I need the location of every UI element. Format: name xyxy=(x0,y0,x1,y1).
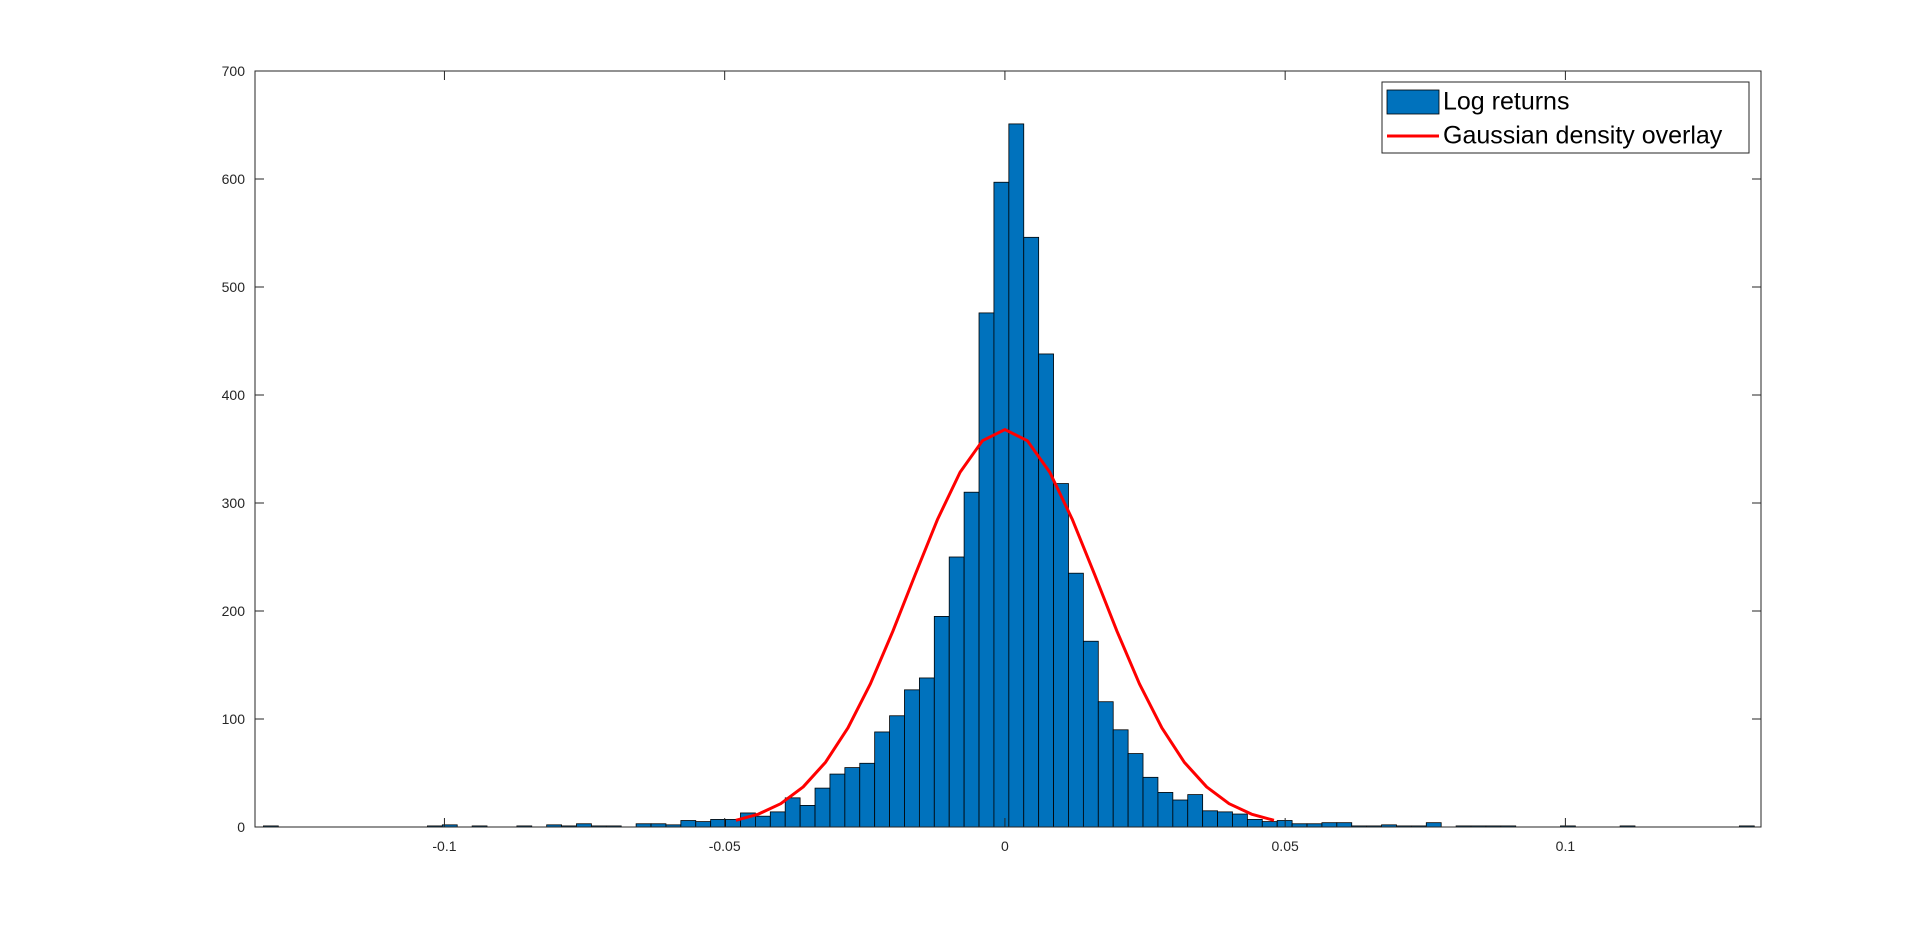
histogram-bar xyxy=(1336,822,1353,828)
y-tick-label: 0 xyxy=(237,819,245,835)
histogram-bar xyxy=(1097,701,1114,828)
histogram-bar xyxy=(1217,811,1233,828)
histogram-bar xyxy=(1187,794,1204,828)
y-tick-label: 500 xyxy=(222,279,246,295)
y-tick-label: 100 xyxy=(222,711,246,727)
histogram-bar xyxy=(844,767,861,828)
legend-label: Gaussian density overlay xyxy=(1443,122,1723,150)
axes-box xyxy=(254,70,1762,828)
y-tick-label: 600 xyxy=(222,171,246,187)
histogram-bar xyxy=(859,762,876,828)
histogram-bar xyxy=(1172,799,1189,828)
histogram-bar xyxy=(799,805,816,828)
histogram-bar xyxy=(1425,822,1442,828)
histogram-bar xyxy=(1202,810,1218,828)
histogram-bar xyxy=(904,689,920,828)
y-tick-label: 400 xyxy=(222,387,246,403)
x-tick-label: 0 xyxy=(1001,838,1009,854)
histogram-bar xyxy=(874,731,890,828)
histogram-bar xyxy=(710,819,726,828)
histogram-bar xyxy=(680,820,697,828)
histogram-bar xyxy=(933,616,950,828)
legend-label: Log returns xyxy=(1443,88,1569,116)
histogram-bar xyxy=(829,773,846,828)
histogram-bar xyxy=(1127,753,1144,828)
histogram-bar xyxy=(1246,819,1263,828)
histogram-bar xyxy=(1157,792,1174,828)
histogram-bar xyxy=(1321,822,1338,828)
histogram-bar xyxy=(769,811,786,828)
histogram-bar xyxy=(784,797,801,828)
legend-swatch xyxy=(1386,89,1440,115)
histogram-bar xyxy=(695,821,712,828)
y-tick-label: 700 xyxy=(222,63,246,79)
histogram-bar xyxy=(1261,821,1278,828)
histogram-bar xyxy=(754,815,771,828)
y-tick-label: 200 xyxy=(222,603,246,619)
histogram-bar xyxy=(1068,572,1084,828)
x-tick-label: 0.1 xyxy=(1556,838,1576,854)
histogram-bar xyxy=(889,715,905,828)
x-tick-label: -0.05 xyxy=(709,838,741,854)
histogram-bar xyxy=(978,312,995,828)
histogram-bar xyxy=(1082,640,1099,828)
y-tick-label: 300 xyxy=(222,495,246,511)
x-tick-label: -0.1 xyxy=(432,838,456,854)
histogram-bar xyxy=(1008,123,1025,828)
density-line xyxy=(735,428,1275,822)
histogram-bar xyxy=(1023,236,1040,828)
histogram-bar xyxy=(963,491,980,828)
histogram-bar xyxy=(1142,776,1159,828)
histogram-bar xyxy=(1038,353,1054,828)
histogram-bar xyxy=(1232,813,1248,828)
histogram-bar xyxy=(918,677,935,828)
histogram-bar xyxy=(814,787,831,828)
x-tick-label: 0.05 xyxy=(1272,838,1299,854)
histogram-bar xyxy=(1276,820,1293,828)
histogram-bar xyxy=(1053,483,1069,828)
histogram-bar xyxy=(948,556,965,828)
histogram-bar xyxy=(993,181,1010,828)
histogram-bar xyxy=(1112,729,1129,828)
legend-box xyxy=(1381,81,1750,154)
